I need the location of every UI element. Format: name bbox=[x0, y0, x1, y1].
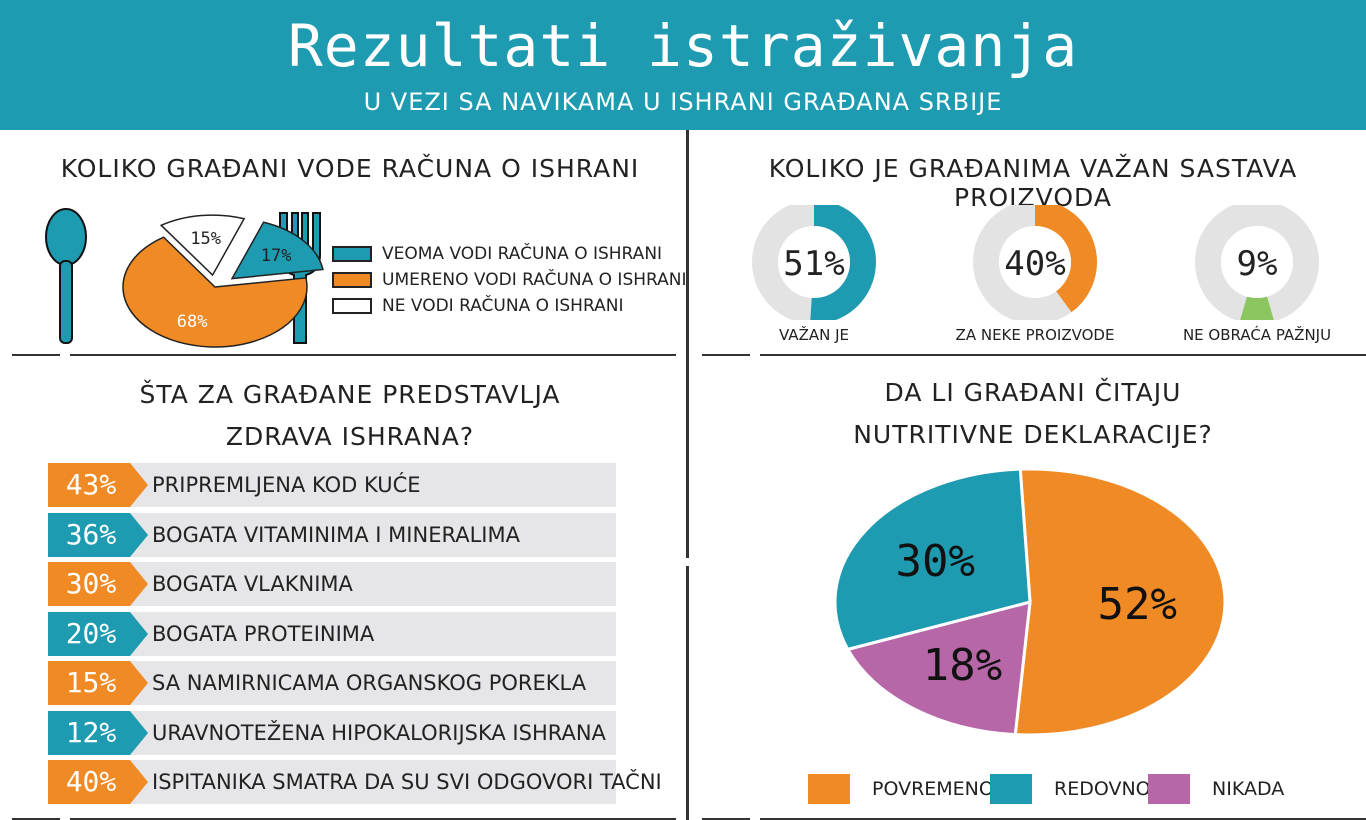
pie-care-label: 17% bbox=[261, 246, 292, 266]
legend-label-ne-vodi: NE VODI RAČUNA O ISHRANI bbox=[382, 296, 624, 316]
donut-value-label: 51% bbox=[783, 244, 844, 284]
donut-hole bbox=[1221, 226, 1293, 298]
pie-care-slice bbox=[230, 221, 324, 280]
legend-swatch-nikada bbox=[1148, 774, 1190, 804]
legend-item-nikada: NIKADA bbox=[1148, 774, 1284, 804]
legend-item-veoma: VEOMA VODI RAČUNA O ISHRANI bbox=[332, 244, 662, 264]
legend-label-nikada: NIKADA bbox=[1212, 778, 1285, 800]
pie-care-slice bbox=[122, 236, 308, 348]
pie-declarations-label: 30% bbox=[896, 536, 975, 587]
legend-label-povremeno: POVREMENO bbox=[872, 778, 994, 800]
bar-row: 20% BOGATA PROTEINIMA bbox=[48, 611, 616, 656]
bar-category-label: URAVNOTEŽENA HIPOKALORIJSKA ISHRANA bbox=[152, 720, 606, 745]
legend-swatch-redovno bbox=[990, 774, 1032, 804]
legend-swatch-orange bbox=[332, 272, 372, 288]
legend-item-umereno: UMERENO VODI RAČUNA O ISHRANI bbox=[332, 270, 687, 290]
pie-declarations-slice bbox=[1013, 467, 1227, 737]
legend-item-redovno: REDOVNO bbox=[990, 774, 1151, 804]
divider-left-a bbox=[12, 354, 60, 356]
donut-hole bbox=[999, 226, 1071, 298]
bar-category-label: SA NAMIRNICAMA ORGANSKOG POREKLA bbox=[152, 671, 587, 695]
pie-declarations-label: 18% bbox=[923, 640, 1002, 691]
bar-value-label: 30% bbox=[65, 567, 117, 600]
bar-row: 12% URAVNOTEŽENA HIPOKALORIJSKA ISHRANA bbox=[48, 710, 616, 755]
divider-right-a bbox=[702, 354, 750, 356]
bar-value-label: 20% bbox=[65, 616, 117, 650]
header-banner: Rezultati istraživanja U VEZI SA NAVIKAM… bbox=[0, 0, 1366, 130]
divider-right-b bbox=[760, 354, 1366, 356]
section1-title: KOLIKO GRAĐANI VODE RAČUNA O ISHRANI bbox=[60, 154, 640, 183]
bar-value-tag bbox=[48, 562, 148, 606]
section3-title-line2: ZDRAVA ISHRANA? bbox=[225, 422, 475, 451]
divider-bottom-right-b bbox=[760, 818, 1366, 820]
legend-item-povremeno: POVREMENO bbox=[808, 774, 994, 804]
donut-arc bbox=[1035, 205, 1098, 313]
pie-declarations-slice bbox=[833, 467, 1032, 652]
donut-charts: 51% 40% 9% bbox=[752, 205, 1319, 320]
donut-arc bbox=[810, 205, 876, 320]
bar-value-tag bbox=[48, 661, 148, 705]
bar-category-label: ISPITANIKA SMATRA DA SU SVI ODGOVORI TAČ… bbox=[152, 770, 662, 794]
pie-declarations-slice bbox=[845, 599, 1032, 737]
spoon-icon bbox=[45, 208, 87, 344]
donut-label-za-neke: ZA NEKE PROIZVODE bbox=[955, 326, 1115, 344]
pie-care: 17% 68% 15% bbox=[122, 214, 324, 348]
legend-swatch-povremeno bbox=[808, 774, 850, 804]
donut-hole bbox=[778, 226, 850, 298]
page-title: Rezultati istraživanja bbox=[287, 12, 1079, 80]
pie-declarations-label: 52% bbox=[1097, 579, 1176, 630]
section3-title-line1: ŠTA ZA GRAĐANE PREDSTAVLJA bbox=[139, 380, 561, 409]
bar-row: 15% SA NAMIRNICAMA ORGANSKOG POREKLA bbox=[48, 661, 616, 705]
section4-title-line1: DA LI GRAĐANI ČITAJU bbox=[884, 378, 1182, 407]
section1-graphic: 17% 68% 15% bbox=[45, 208, 324, 348]
donut-arc bbox=[1240, 296, 1274, 320]
bar-value-tag bbox=[48, 463, 148, 507]
pie-care-slice bbox=[159, 214, 246, 277]
bar-value-label: 15% bbox=[65, 666, 117, 699]
bar-value-tag bbox=[48, 710, 148, 755]
donut-value-label: 9% bbox=[1237, 244, 1278, 284]
divider-bottom-left-a bbox=[12, 818, 60, 820]
legend-label-veoma: VEOMA VODI RAČUNA O ISHRANI bbox=[382, 244, 663, 264]
pie-declarations-svg: 52% 18% 30% bbox=[833, 467, 1227, 737]
legend-swatch-teal bbox=[332, 246, 372, 262]
bar-row: 43% PRIPREMLJENA KOD KUĆE bbox=[48, 463, 616, 507]
legend-swatch-white bbox=[332, 298, 372, 314]
bar-value-tag bbox=[48, 611, 148, 656]
bar-category-label: BOGATA PROTEINIMA bbox=[152, 621, 375, 646]
divider-bottom-left-b bbox=[70, 818, 676, 820]
bar-category-label: BOGATA VLAKNIMA bbox=[152, 572, 353, 596]
bar-value-label: 12% bbox=[65, 715, 117, 749]
donut-label-ne-obraca: NE OBRAĆA PAŽNJU bbox=[1182, 326, 1332, 344]
bar-row: 36% BOGATA VITAMINIMA I MINERALIMA bbox=[48, 512, 616, 557]
legend-item-ne-vodi: NE VODI RAČUNA O ISHRANI bbox=[332, 296, 623, 316]
donut-value-label: 40% bbox=[1004, 244, 1065, 284]
bar-category-label: PRIPREMLJENA KOD KUĆE bbox=[152, 473, 421, 497]
bar-value-label: 36% bbox=[65, 517, 117, 551]
section4-title-line2: NUTRITIVNE DEKLARACIJE? bbox=[853, 420, 1213, 449]
bar-row: 40% ISPITANIKA SMATRA DA SU SVI ODGOVORI … bbox=[48, 760, 662, 804]
bar-value-label: 40% bbox=[65, 765, 117, 798]
divider-left-b bbox=[70, 354, 676, 356]
divider-bottom-right-a bbox=[702, 818, 750, 820]
bar-value-tag bbox=[48, 512, 148, 557]
pie-care-label: 15% bbox=[190, 229, 221, 249]
bar-value-label: 43% bbox=[65, 468, 117, 501]
legend-label-umereno: UMERENO VODI RAČUNA O ISHRANI bbox=[382, 270, 687, 290]
pie-care-label: 68% bbox=[177, 312, 208, 332]
legend-label-redovno: REDOVNO bbox=[1054, 778, 1151, 800]
donut-label-vazan: VAŽAN JE bbox=[779, 326, 849, 344]
bar-value-tag bbox=[48, 760, 148, 804]
page-subtitle: U VEZI SA NAVIKAMA U ISHRANI GRAĐANA SRB… bbox=[363, 88, 1003, 116]
bar-row: 30% BOGATA VLAKNIMA bbox=[48, 562, 616, 606]
vertical-divider-bottom bbox=[686, 566, 689, 820]
bar-category-label: BOGATA VITAMINIMA I MINERALIMA bbox=[152, 522, 520, 547]
section2-title: KOLIKO JE GRAĐANIMA VAŽAN SASTAVA PROIZV… bbox=[768, 154, 1298, 212]
vertical-divider-top bbox=[686, 130, 689, 558]
